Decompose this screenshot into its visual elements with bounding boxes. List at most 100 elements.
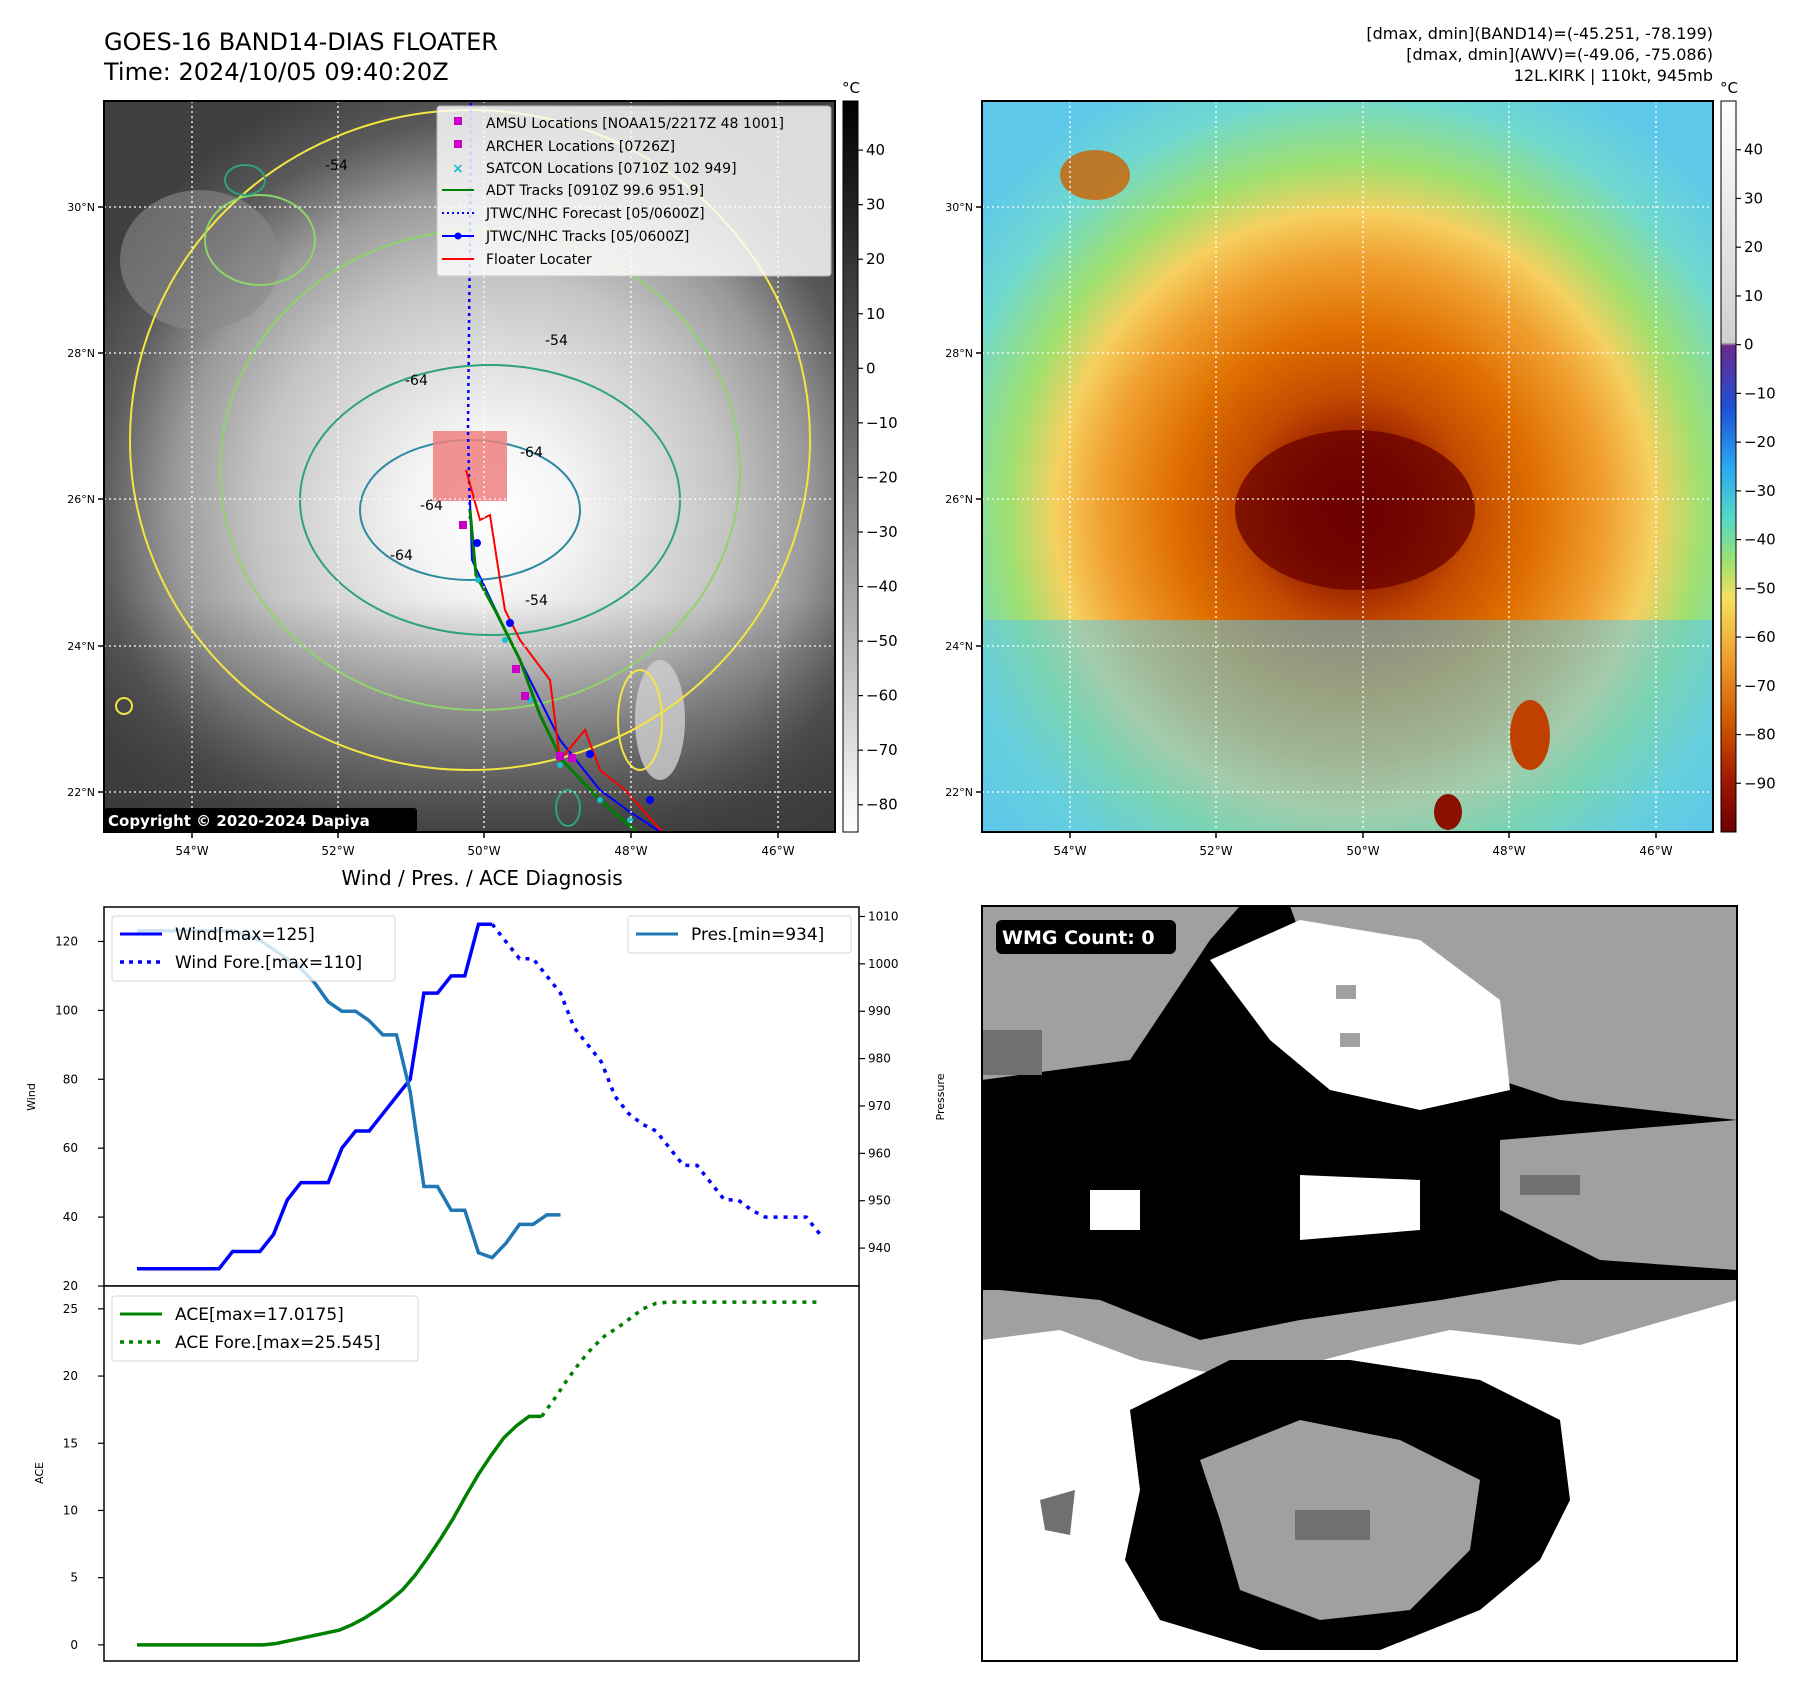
colorbar-tick-label: 10	[866, 305, 885, 323]
colorbar-tick-label: −60	[1744, 628, 1776, 646]
contour-label: -54	[325, 158, 348, 174]
stats-band14: [dmax, dmin](BAND14)=(-45.251, -78.199)	[1366, 24, 1713, 43]
storm-info: 12L.KIRK | 110kt, 945mb	[1514, 66, 1713, 85]
wmg-dark-cell	[1295, 1510, 1370, 1540]
figure-time: Time: 2024/10/05 09:40:20Z	[103, 58, 449, 86]
ace-y-tick-label: 15	[63, 1436, 78, 1450]
contour-label: -54	[545, 333, 568, 349]
wmg-gray-speck	[1336, 985, 1356, 999]
colorbar-tick-label: −20	[1744, 433, 1776, 451]
colorbar-tick-label: 20	[866, 250, 885, 268]
color-map-frame	[981, 100, 1714, 833]
floater-locater-track	[465, 469, 664, 832]
contour-label: -64	[405, 373, 428, 389]
pressure-y-ticks: 1010 1000 990 980 970 960 950 940	[859, 909, 899, 1255]
colorbar-tick-label: 0	[1744, 336, 1754, 354]
stats-awv: [dmax, dmin](AWV)=(-49.06, -75.086)	[1406, 45, 1713, 64]
lon-label: 54°W	[1053, 844, 1086, 858]
amsu-archer-markers	[459, 521, 576, 762]
wmg-white-cell-west	[1090, 1190, 1140, 1230]
ace-y-tick-label: 20	[63, 1369, 78, 1383]
ir-colorbar-unit: °C	[842, 79, 860, 97]
legend-forecast: JTWC/NHC Forecast [05/0600Z]	[485, 206, 705, 222]
legend-adt: ADT Tracks [0910Z 99.6 951.9]	[486, 183, 704, 199]
ace-y-tick-label: 0	[70, 1638, 78, 1652]
ir-convective-cell-south	[635, 660, 685, 780]
contour-label: -54	[525, 593, 548, 609]
colorbar-tick-label: −20	[866, 468, 898, 486]
ace-chart: ACE 25 20 15 10 5 0 ACE[max=17.0175] ACE Fore…	[33, 1285, 860, 1662]
ace-y-tick-label: 10	[63, 1503, 78, 1517]
figure-title: GOES-16 BAND14-DIAS FLOATER	[104, 28, 498, 56]
wmg-dark-cell-sw	[1040, 1490, 1075, 1535]
colorbar-tick-label: −70	[866, 741, 898, 759]
legend-satcon: SATCON Locations [0710Z 102 949]	[486, 161, 737, 177]
lon-label: 48°W	[1492, 844, 1525, 858]
legend-ace: ACE[max=17.0175]	[175, 1305, 344, 1325]
legend-pressure: Pres.[min=934]	[691, 925, 824, 945]
legend-satcon-swatch: ×	[452, 161, 464, 177]
ace-y-tick-label: 25	[63, 1302, 78, 1316]
legend-archer: ARCHER Locations [0726Z]	[486, 139, 675, 155]
contour-label: -64	[520, 445, 543, 461]
lon-label: 50°W	[1346, 844, 1379, 858]
color-south-cell	[1510, 700, 1550, 770]
color-gridlines	[982, 101, 1713, 832]
lon-label: 50°W	[467, 844, 500, 858]
lat-label: 24°N	[945, 640, 973, 653]
pressure-y-tick-label: 1010	[868, 909, 899, 923]
color-lon-labels: 54°W 52°W 50°W 48°W 46°W	[1053, 844, 1672, 858]
pressure-y-tick-label: 940	[868, 1241, 891, 1255]
lat-label: 22°N	[945, 786, 973, 799]
colorbar-tick-label: −30	[1744, 482, 1776, 500]
pressure-y-tick-label: 1000	[868, 957, 899, 971]
legend-amsu-swatch	[454, 117, 462, 125]
wind-y-tick-label: 20	[63, 1279, 78, 1293]
wind-pressure-chart: Wind / Pres. / ACE Diagnosis Wind Pressu…	[25, 866, 947, 1293]
color-clear-sky-south	[982, 620, 1713, 832]
lon-label: 46°W	[761, 844, 794, 858]
wind-ylabel: Wind	[25, 1083, 38, 1111]
colorbar-tick-label: −60	[866, 687, 898, 705]
wmg-dark-cell-east	[1520, 1175, 1580, 1195]
wind-y-tick-label: 40	[63, 1210, 78, 1224]
ir-map-panel: -54 -64 -64 -64 -54 -54 -64	[67, 79, 897, 858]
wmg-count-badge	[996, 920, 1176, 954]
copyright-box	[104, 808, 417, 832]
wmg-panel: WMG Count: 0	[981, 905, 1738, 1662]
ir-clear-sky-south	[104, 600, 835, 832]
colorbar-tick-label: −70	[1744, 677, 1776, 695]
ir-outer-band-west	[120, 190, 280, 330]
lat-label: 26°N	[945, 493, 973, 506]
ir-colorbar	[842, 100, 859, 833]
color-colorbar-ticks: 40 30 20 10 0 −10 −20 −30 −40 −50 −60 −70 −80 −90	[1736, 141, 1776, 792]
ir-contour-labels: -54 -64 -64 -64 -54 -54 -64	[325, 158, 568, 609]
legend-ace-fore: ACE Fore.[max=25.545]	[175, 1333, 380, 1353]
colorbar-tick-label: 10	[1744, 287, 1763, 305]
wmg-count-label: WMG Count: 0	[1002, 927, 1155, 949]
wmg-dark-cell-west	[982, 1030, 1042, 1075]
colorbar-tick-label: −30	[866, 523, 898, 541]
legend-floater: Floater Locater	[486, 252, 592, 268]
color-map-panel: 30°N 28°N 26°N 24°N 22°N 54°W 52°W 50°W …	[945, 79, 1775, 858]
lat-label: 24°N	[67, 640, 95, 653]
jtwc-best-track	[469, 499, 663, 832]
ir-colorbar-ticks: 40 30 20 10 0 −10 −20 −30 −40 −50 −60 −70 −80	[858, 141, 898, 814]
wmg-gray-region-east	[1500, 1120, 1737, 1270]
wind-y-tick-label: 60	[63, 1141, 78, 1155]
colorbar-tick-label: −40	[866, 578, 898, 596]
wind-legend: Wind[max=125] Wind Fore.[max=110]	[111, 915, 396, 982]
ace-ylabel: ACE	[33, 1462, 46, 1484]
legend-archer-swatch	[454, 140, 462, 148]
series-line-wind	[137, 922, 493, 1271]
wmg-gray-speck	[1340, 1033, 1360, 1047]
color-colorbar	[1720, 100, 1737, 833]
colorbar-tick-label: 30	[1744, 189, 1763, 207]
lon-label: 46°W	[1639, 844, 1672, 858]
legend-tracks-dot	[454, 232, 462, 240]
color-lat-labels: 30°N 28°N 26°N 24°N 22°N	[945, 201, 973, 799]
lon-label: 54°W	[175, 844, 208, 858]
wind-y-tick-label: 80	[63, 1072, 78, 1086]
colorbar-tick-label: 0	[866, 359, 876, 377]
